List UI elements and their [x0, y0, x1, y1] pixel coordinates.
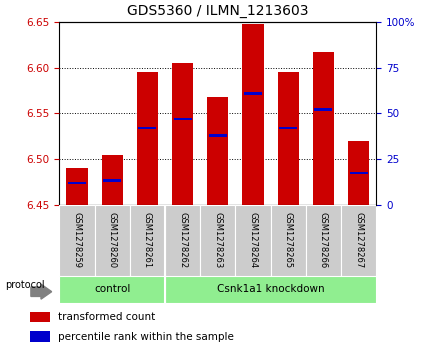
Bar	[137, 72, 158, 205]
Bar	[313, 52, 334, 205]
Bar	[235, 205, 271, 276]
Bar	[165, 276, 376, 303]
Bar	[30, 312, 50, 322]
Bar	[207, 97, 228, 205]
Bar	[348, 141, 369, 205]
Bar	[278, 72, 299, 205]
Bar	[102, 155, 123, 205]
Text: GSM1278260: GSM1278260	[108, 212, 117, 269]
Title: GDS5360 / ILMN_1213603: GDS5360 / ILMN_1213603	[127, 4, 308, 18]
Text: GSM1278259: GSM1278259	[73, 212, 81, 269]
Bar	[242, 24, 264, 205]
Bar	[271, 205, 306, 276]
Text: GSM1278264: GSM1278264	[249, 212, 257, 269]
FancyArrow shape	[31, 284, 51, 299]
Bar	[350, 172, 367, 174]
Text: GSM1278267: GSM1278267	[354, 212, 363, 269]
Bar	[200, 205, 235, 276]
Bar	[95, 205, 130, 276]
Text: GSM1278261: GSM1278261	[143, 212, 152, 269]
Bar	[306, 205, 341, 276]
Bar	[172, 63, 193, 205]
Bar	[341, 205, 376, 276]
Text: Csnk1a1 knockdown: Csnk1a1 knockdown	[217, 285, 324, 294]
Text: GSM1278262: GSM1278262	[178, 212, 187, 269]
Bar	[315, 109, 332, 111]
Bar	[103, 179, 121, 182]
Bar	[130, 205, 165, 276]
Bar	[139, 127, 156, 130]
Text: percentile rank within the sample: percentile rank within the sample	[59, 332, 235, 342]
Text: GSM1278266: GSM1278266	[319, 212, 328, 269]
Text: GSM1278265: GSM1278265	[284, 212, 293, 269]
Text: protocol: protocol	[5, 280, 44, 290]
Text: GSM1278263: GSM1278263	[213, 212, 222, 269]
Bar	[68, 182, 86, 184]
Bar	[165, 205, 200, 276]
Bar	[30, 331, 50, 342]
Bar	[59, 276, 165, 303]
Bar	[174, 118, 191, 120]
Text: control: control	[94, 285, 130, 294]
Bar	[209, 134, 227, 137]
Text: transformed count: transformed count	[59, 313, 156, 322]
Bar	[66, 168, 88, 205]
Bar	[279, 127, 297, 130]
Bar	[244, 92, 262, 95]
Bar	[59, 205, 95, 276]
